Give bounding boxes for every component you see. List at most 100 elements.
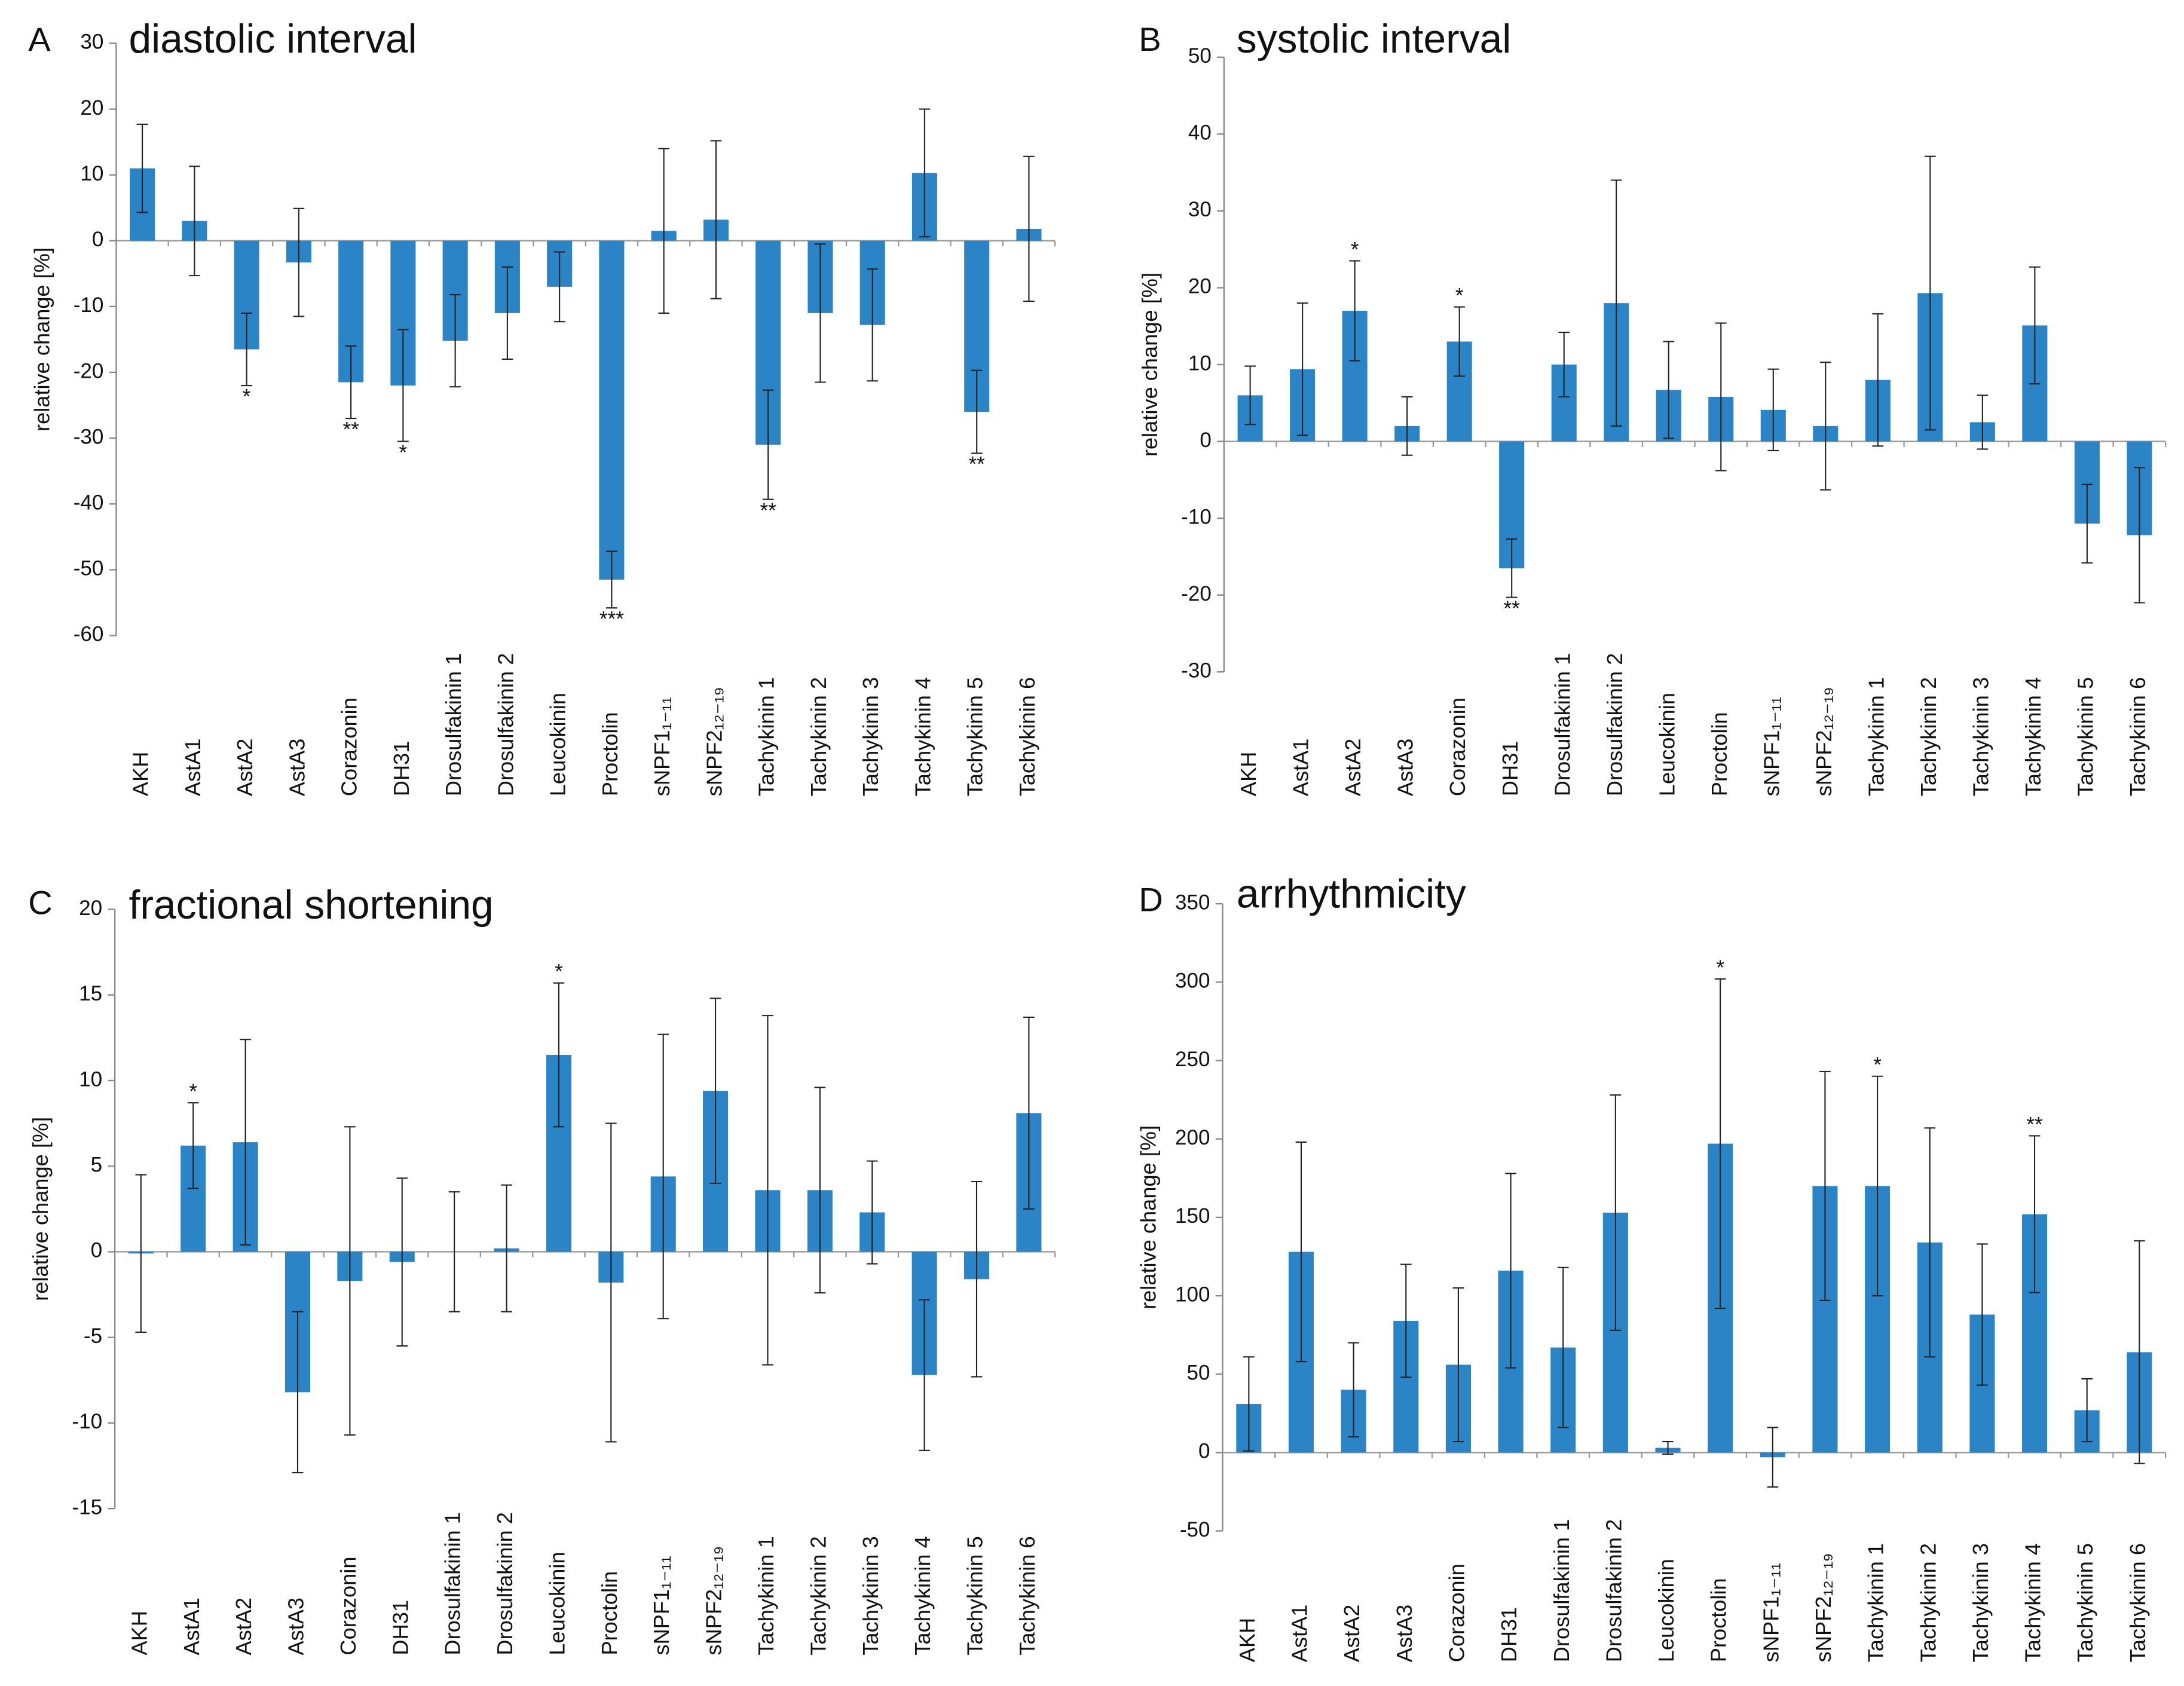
error-bar	[344, 1126, 356, 1436]
error-bar	[345, 345, 357, 420]
error-bar	[501, 266, 513, 360]
x-tick-label: Tachykinin 5	[2073, 1543, 2097, 1662]
x-tick-label: Tachykinin 1	[1864, 677, 1888, 796]
y-tick-label: -5	[84, 1324, 102, 1348]
x-tick-label: sNPF2₁₂₋₁₉	[702, 687, 726, 797]
x-tick-label: Corazonin	[337, 697, 362, 796]
y-tick-label: 300	[1175, 969, 1210, 993]
x-tick-label: Leucokinin	[546, 693, 570, 796]
y-tick-label: 0	[1200, 429, 1212, 452]
x-tick-label: Drosulfakinin 1	[1549, 1519, 1574, 1663]
significance-label: **	[969, 453, 986, 476]
x-tick-label: Corazonin	[1445, 697, 1470, 796]
x-tick-label: AstA1	[1289, 739, 1313, 797]
error-bar	[1348, 1342, 1359, 1438]
y-tick-label: -20	[1181, 582, 1212, 605]
y-tick-label: 100	[1175, 1283, 1210, 1306]
x-tick-label: Drosulfakinin 2	[493, 1512, 517, 1656]
y-tick-label: -10	[72, 1410, 102, 1433]
x-tick-label: Tachykinin 6	[2125, 1543, 2150, 1662]
x-tick-label: AstA2	[1341, 739, 1365, 797]
significance-label: *	[399, 441, 408, 464]
error-bar	[448, 1191, 460, 1312]
y-tick-label: 10	[80, 162, 103, 185]
x-tick-label: AstA3	[1392, 1605, 1417, 1663]
error-bar	[1767, 368, 1779, 452]
error-bar	[709, 997, 721, 1184]
panel-letter: B	[1139, 20, 1161, 58]
y-axis-label: relative change [%]	[1136, 1125, 1161, 1309]
error-bar	[1819, 1070, 1831, 1301]
error-bar	[1662, 1440, 1674, 1455]
panel-letter: A	[28, 20, 51, 58]
y-tick-label: 50	[1187, 1361, 1210, 1384]
error-bar	[1977, 1243, 1988, 1386]
error-bar	[762, 1015, 773, 1366]
x-tick-label: Tachykinin 6	[2125, 677, 2150, 796]
x-tick-label: Leucokinin	[1654, 693, 1679, 796]
error-bar	[2081, 1378, 2093, 1443]
error-bar	[1977, 394, 1989, 450]
error-bar	[1349, 260, 1361, 362]
error-bar	[606, 550, 617, 609]
y-axis-label: relative change [%]	[29, 247, 54, 432]
x-tick-label: DH31	[1497, 1607, 1521, 1663]
x-tick-label: Drosulfakinin 2	[1601, 1519, 1626, 1663]
x-tick-label: Tachykinin 6	[1015, 1536, 1039, 1655]
error-bar	[135, 1174, 147, 1333]
x-tick-label: Proctolin	[598, 712, 622, 796]
error-bar	[2134, 467, 2145, 604]
y-tick-label: -10	[1181, 505, 1212, 528]
x-tick-label: sNPF2₁₂₋₁₉	[1812, 687, 1836, 797]
chart-title: fractional shortening	[129, 883, 494, 928]
x-tick-label: Tachykinin 2	[1916, 677, 1941, 796]
y-tick-label: 30	[80, 30, 103, 54]
x-tick-label: Tachykinin 1	[1864, 1543, 1888, 1662]
x-tick-label: Drosulfakinin 2	[1602, 653, 1627, 797]
y-tick-label: 20	[79, 896, 102, 920]
significance-label: *	[555, 960, 563, 984]
error-bar	[1454, 306, 1466, 377]
error-bar	[1023, 1016, 1035, 1210]
x-tick-label: Tachykinin 5	[2073, 677, 2097, 796]
x-tick-label: Proctolin	[1706, 1578, 1731, 1662]
error-bar	[919, 108, 931, 238]
y-tick-label: 5	[91, 1153, 102, 1176]
significance-label: *	[1716, 956, 1724, 980]
error-bar	[1244, 365, 1256, 426]
error-bar	[1871, 1075, 1883, 1297]
error-bar	[1610, 1094, 1622, 1331]
error-bar	[1023, 155, 1035, 302]
x-tick-label: Corazonin	[1444, 1563, 1469, 1662]
y-tick-label: 30	[1188, 198, 1212, 221]
error-bar	[449, 294, 461, 388]
x-tick-label: AstA2	[231, 1598, 256, 1656]
error-bar	[1767, 1427, 1779, 1488]
y-tick-label: -30	[1181, 659, 1212, 682]
y-tick-label: 40	[1188, 121, 1212, 145]
error-bar	[866, 1160, 878, 1265]
x-tick-label: Leucokinin	[545, 1552, 569, 1655]
error-bar	[293, 207, 305, 317]
x-tick-label: sNPF1₁₋₁₁	[1759, 697, 1784, 796]
error-bar	[187, 1102, 199, 1189]
error-bar	[867, 268, 879, 382]
significance-label: *	[189, 1080, 197, 1103]
y-tick-label: -15	[72, 1495, 102, 1519]
x-tick-label: Tachykinin 3	[1968, 677, 1993, 796]
x-tick-label: Tachykinin 2	[806, 1536, 830, 1655]
error-bar	[2133, 1240, 2145, 1464]
significance-label: **	[760, 499, 777, 522]
y-tick-label: 0	[91, 1239, 102, 1262]
bar	[599, 240, 625, 580]
significance-label: *	[243, 385, 251, 408]
y-tick-label: 200	[1175, 1126, 1210, 1149]
x-tick-label: Tachykinin 2	[806, 677, 831, 796]
y-tick-label: -30	[74, 425, 104, 448]
x-tick-label: Tachykinin 3	[858, 1536, 883, 1655]
error-bar	[1715, 322, 1727, 472]
x-tick-label: Drosulfakinin 1	[441, 1512, 465, 1656]
chart-title: arrhythmicity	[1237, 871, 1466, 916]
y-tick-label: 20	[1188, 275, 1212, 298]
